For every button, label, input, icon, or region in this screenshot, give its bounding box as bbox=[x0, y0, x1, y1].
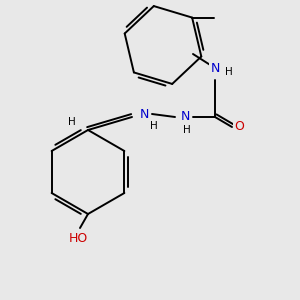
Text: O: O bbox=[234, 121, 244, 134]
Text: H: H bbox=[225, 67, 233, 77]
Text: H: H bbox=[68, 117, 76, 127]
Text: N: N bbox=[139, 107, 149, 121]
Text: N: N bbox=[210, 61, 220, 74]
Text: HO: HO bbox=[68, 232, 88, 244]
Text: H: H bbox=[150, 121, 158, 131]
Text: N: N bbox=[180, 110, 190, 124]
Text: H: H bbox=[183, 125, 191, 135]
